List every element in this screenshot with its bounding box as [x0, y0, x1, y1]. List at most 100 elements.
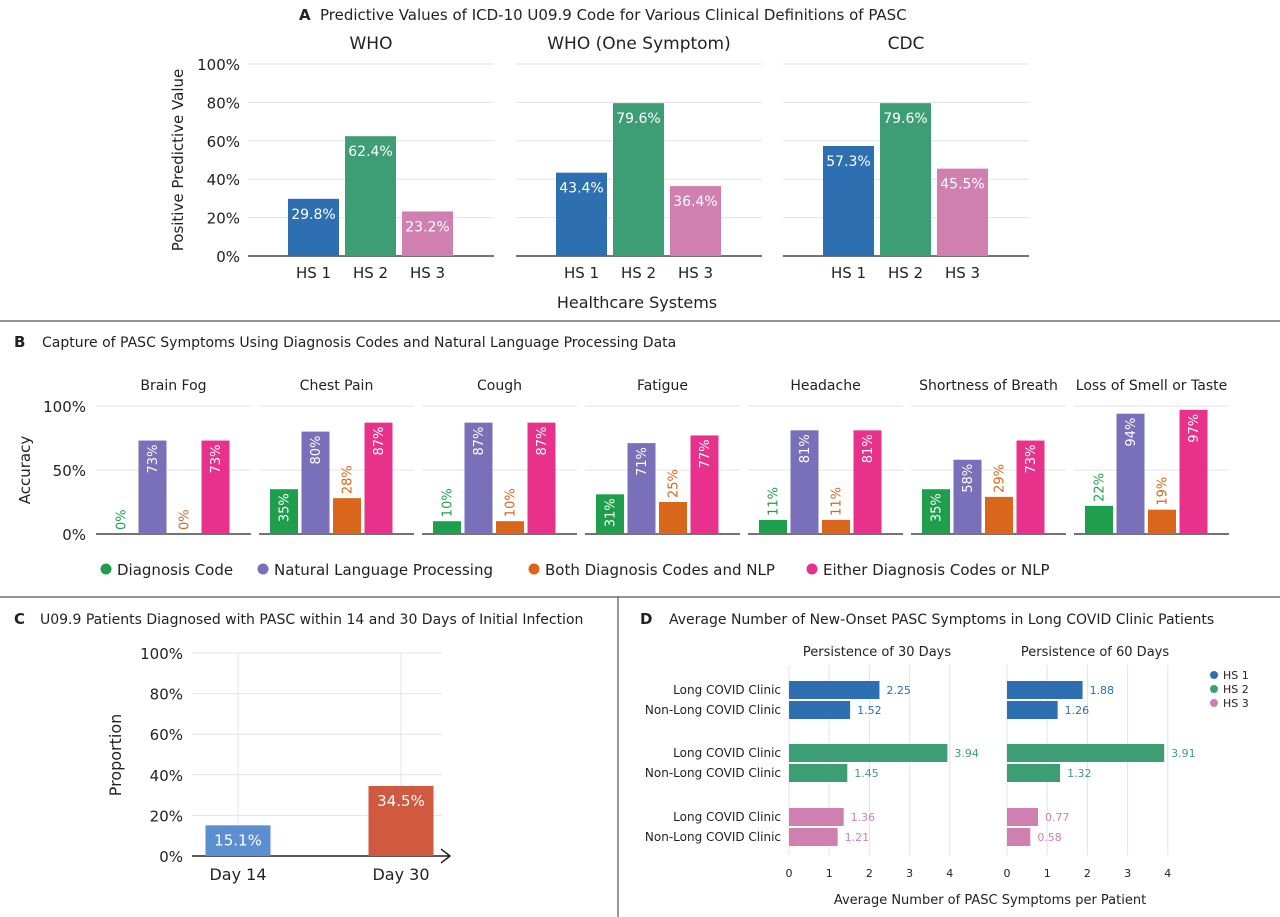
panel-a-xtick: HS 3: [678, 264, 713, 282]
panel-b-bar: [596, 494, 624, 534]
panel-c-bar: [368, 785, 434, 856]
panel-a-bar: [880, 103, 931, 256]
panel-d-bar-label: 1.88: [1090, 684, 1115, 697]
panel-a-facet-title: CDC: [888, 34, 925, 54]
panel-a-letter: A: [299, 6, 311, 24]
panel-b-bar-label: 87%: [472, 427, 487, 456]
panel-b-legend-label: Either Diagnosis Codes or NLP: [823, 561, 1050, 579]
panel-c-ytick: 40%: [150, 767, 183, 785]
panel-b-bar-label: 97%: [1187, 414, 1202, 443]
panel-d-legend-label: HS 3: [1223, 697, 1249, 710]
panel-b-bar-label: 81%: [798, 434, 813, 463]
panel-c-ylabel: Proportion: [106, 714, 125, 797]
panel-b-bar: [270, 489, 298, 534]
panel-b-bar-label: 19%: [1156, 477, 1171, 506]
panel-d-bar-label: 2.25: [886, 684, 911, 697]
panel-b-bar: [659, 502, 687, 534]
panel-d-bar-label: 0.58: [1037, 831, 1062, 844]
panel-d-bar-label: 1.21: [845, 831, 870, 844]
panel-c-chart: U09.9 Patients Diagnosed with PASC withi…: [40, 612, 583, 884]
panel-a-ylabel: Positive Predictive Value: [169, 69, 187, 252]
panel-a-bar-label: 57.3%: [826, 154, 870, 170]
panel-a-bar: [345, 136, 396, 256]
panel-b-bar-label: 0%: [115, 509, 130, 530]
panel-a-xtick: HS 3: [410, 264, 445, 282]
panel-b-bar: [496, 521, 524, 534]
panel-d-bar: [789, 701, 851, 719]
panel-d-bar-label: 0.77: [1045, 811, 1070, 824]
panel-c-title: U09.9 Patients Diagnosed with PASC withi…: [40, 612, 583, 628]
panel-b-bar-label: 28%: [341, 465, 356, 494]
panel-b-bar-label: 58%: [961, 464, 976, 493]
panel-a-bar: [402, 211, 453, 256]
panel-b-facet-title: Chest Pain: [300, 378, 374, 394]
panel-d-xtick: 3: [906, 867, 913, 880]
panel-d-bar-label: 3.94: [954, 747, 979, 760]
panel-b-facet-title: Brain Fog: [140, 378, 206, 394]
panel-d-facet-title: Persistence of 30 Days: [803, 645, 951, 660]
panel-d-bar: [789, 808, 844, 826]
panel-b-bar: [759, 519, 787, 534]
panel-b-facet-title: Shortness of Breath: [919, 378, 1058, 394]
panel-a-xtick: HS 1: [831, 264, 866, 282]
panel-b-bar: [301, 431, 330, 534]
panel-a-bar: [937, 168, 988, 256]
panel-b-bar-label: 31%: [604, 498, 619, 527]
panel-a-xlabel: Healthcare Systems: [557, 293, 717, 312]
panel-d-xtick: 2: [866, 867, 873, 880]
panel-c-letter: C: [14, 610, 25, 628]
panel-b-bar-label: 81%: [861, 434, 876, 463]
panel-b-bar-label: 22%: [1093, 473, 1108, 502]
panel-b-bar: [922, 489, 950, 534]
panel-b-legend-swatch: [257, 563, 269, 575]
panel-b-bar: [985, 496, 1013, 534]
panel-a-ytick: 20%: [207, 210, 240, 228]
panel-b-bar-label: 0%: [178, 509, 193, 530]
panel-a-xtick: HS 2: [353, 264, 388, 282]
panel-a-facet-title: WHO: [350, 34, 393, 54]
panel-b-bar: [822, 519, 850, 534]
panel-c-ytick: 0%: [159, 848, 183, 866]
panel-b-bar-label: 11%: [767, 487, 782, 516]
panel-d-xtick: 0: [1004, 867, 1011, 880]
panel-b-letter: B: [14, 333, 25, 351]
panel-a-xtick: HS 1: [296, 264, 331, 282]
panel-b-bar-label: 87%: [372, 427, 387, 456]
panel-d-xlabel: Average Number of PASC Symptoms per Pati…: [834, 893, 1146, 908]
panel-a-ytick: 0%: [216, 248, 240, 266]
panel-d-xtick: 1: [826, 867, 833, 880]
panel-b-bar-label: 87%: [535, 427, 550, 456]
panel-b-bar: [364, 422, 393, 534]
panel-d-legend-swatch: [1210, 671, 1218, 679]
panel-b-bar: [1116, 413, 1145, 534]
panel-d-row-label: Non-Long COVID Clinic: [645, 766, 781, 780]
panel-d-legend-swatch: [1210, 699, 1218, 707]
panel-d-legend-swatch: [1210, 685, 1218, 693]
panel-d-bar-label: 1.36: [851, 811, 876, 824]
panel-b-bar-label: 29%: [993, 464, 1008, 493]
panel-b-legend-swatch: [100, 563, 112, 575]
panel-b-ylabel: Accuracy: [16, 436, 34, 505]
panel-b-bar: [790, 430, 819, 534]
panel-d-bar: [789, 764, 848, 782]
panel-a-facet-title: WHO (One Symptom): [547, 34, 731, 54]
panel-d-xtick: 4: [1164, 867, 1171, 880]
panel-a-ytick: 100%: [197, 56, 240, 74]
panel-d-chart: Average Number of New-Onset PASC Symptom…: [645, 612, 1249, 908]
panel-b-ytick: 100%: [43, 398, 86, 416]
panel-a-bar: [613, 103, 664, 256]
panel-b-bar: [464, 422, 493, 534]
panel-d-legend-label: HS 1: [1223, 669, 1249, 682]
panel-a-bar-label: 43.4%: [559, 181, 603, 197]
panel-d-bar: [789, 681, 880, 699]
panel-d-row-label: Long COVID Clinic: [673, 746, 781, 760]
panel-b-ytick: 50%: [53, 462, 86, 480]
panel-d-bar-label: 1.26: [1065, 704, 1090, 717]
panel-d-bar-label: 1.52: [857, 704, 882, 717]
panel-d-xtick: 1: [1044, 867, 1051, 880]
panel-b-chart: Capture of PASC Symptoms Using Diagnosis…: [16, 335, 1229, 579]
panel-a-ytick: 60%: [207, 133, 240, 151]
panel-d-row-label: Long COVID Clinic: [673, 810, 781, 824]
panel-d-bar: [789, 828, 838, 846]
